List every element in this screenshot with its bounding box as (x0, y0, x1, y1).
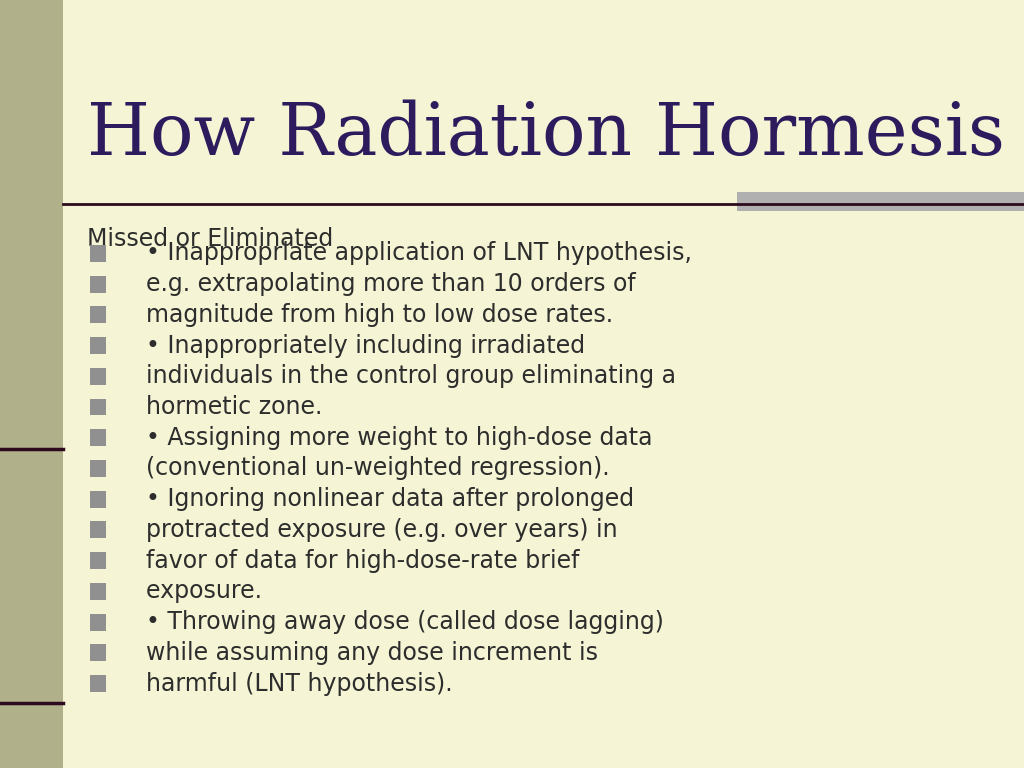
FancyBboxPatch shape (90, 491, 106, 508)
Text: How Radiation Hormesis Usually: How Radiation Hormesis Usually (87, 100, 1024, 171)
FancyBboxPatch shape (90, 399, 106, 415)
FancyBboxPatch shape (90, 644, 106, 661)
Text: • Inappropriate application of LNT hypothesis,: • Inappropriate application of LNT hypot… (131, 241, 692, 266)
FancyBboxPatch shape (90, 276, 106, 293)
Text: hormetic zone.: hormetic zone. (131, 395, 323, 419)
FancyBboxPatch shape (90, 429, 106, 446)
Text: favor of data for high-dose-rate brief: favor of data for high-dose-rate brief (131, 548, 580, 573)
Text: • Ignoring nonlinear data after prolonged: • Ignoring nonlinear data after prolonge… (131, 487, 634, 511)
Text: protracted exposure (e.g. over years) in: protracted exposure (e.g. over years) in (131, 518, 617, 542)
Text: (conventional un-weighted regression).: (conventional un-weighted regression). (131, 456, 609, 481)
FancyBboxPatch shape (90, 552, 106, 569)
Text: • Inappropriately including irradiated: • Inappropriately including irradiated (131, 333, 585, 358)
Text: magnitude from high to low dose rates.: magnitude from high to low dose rates. (131, 303, 613, 327)
FancyBboxPatch shape (0, 0, 63, 768)
Text: Missed or Eliminated: Missed or Eliminated (87, 227, 333, 250)
FancyBboxPatch shape (90, 583, 106, 600)
FancyBboxPatch shape (90, 521, 106, 538)
Text: • Assigning more weight to high-dose data: • Assigning more weight to high-dose dat… (131, 425, 652, 450)
Text: e.g. extrapolating more than 10 orders of: e.g. extrapolating more than 10 orders o… (131, 272, 636, 296)
FancyBboxPatch shape (737, 192, 1024, 211)
FancyBboxPatch shape (90, 675, 106, 692)
Text: • Throwing away dose (called dose lagging): • Throwing away dose (called dose laggin… (131, 610, 664, 634)
FancyBboxPatch shape (90, 614, 106, 631)
FancyBboxPatch shape (90, 306, 106, 323)
Text: while assuming any dose increment is: while assuming any dose increment is (131, 641, 598, 665)
Text: individuals in the control group eliminating a: individuals in the control group elimina… (131, 364, 676, 389)
FancyBboxPatch shape (90, 460, 106, 477)
FancyBboxPatch shape (90, 368, 106, 385)
FancyBboxPatch shape (90, 245, 106, 262)
FancyBboxPatch shape (90, 337, 106, 354)
Text: exposure.: exposure. (131, 579, 262, 604)
Text: harmful (LNT hypothesis).: harmful (LNT hypothesis). (131, 671, 453, 696)
